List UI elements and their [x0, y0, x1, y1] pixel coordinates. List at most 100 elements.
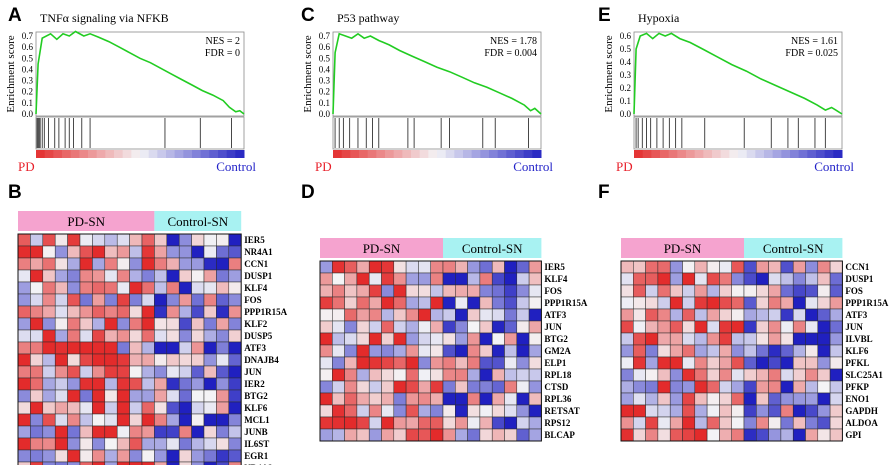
heatmap-cell — [129, 461, 143, 465]
gene-label: GM2A — [544, 346, 571, 356]
heatmap-cell — [756, 272, 769, 286]
heatmap-cell — [731, 260, 745, 274]
heatmap-cell — [768, 260, 782, 274]
gene-label: GAPDH — [845, 406, 878, 416]
heatmap-cell — [817, 380, 831, 394]
heatmap-cell — [216, 461, 230, 465]
heatmap-cell — [829, 404, 843, 418]
heatmap-cell — [645, 368, 659, 382]
heatmap-cell — [79, 281, 93, 295]
rank-bar-segment — [218, 150, 228, 158]
heatmap-cell — [516, 296, 530, 310]
heatmap-cell — [54, 413, 68, 427]
heatmap-cell — [104, 437, 118, 451]
heatmap-cell — [706, 308, 720, 322]
heatmap-cell — [467, 356, 481, 370]
heatmap-cell — [467, 380, 481, 394]
heatmap-cell — [780, 272, 794, 286]
heatmap-cell — [669, 284, 683, 298]
heatmap-cell — [504, 284, 518, 298]
heatmap-cell — [768, 272, 782, 286]
heatmap-cell — [455, 428, 468, 442]
heatmap-cell — [669, 320, 683, 334]
rank-bar-segment — [166, 150, 176, 158]
heatmap-cell — [418, 344, 431, 358]
heatmap-cell — [516, 284, 530, 298]
heatmap-cell — [669, 368, 683, 382]
heatmap-cell — [442, 320, 456, 334]
rank-bar-segment — [660, 150, 670, 158]
y-axis-label: Enrichment score — [302, 35, 314, 112]
heatmap-cell — [104, 353, 118, 367]
heatmap-cell — [669, 428, 683, 442]
heatmap-cell — [191, 449, 205, 463]
heatmap-cell — [381, 260, 395, 274]
nes-label: NES = 2 — [205, 36, 240, 47]
heatmap-cell — [17, 413, 31, 427]
gene-label: KLF2 — [244, 319, 268, 329]
heatmap-cell — [79, 389, 93, 403]
heatmap-cell — [528, 308, 542, 322]
heatmap-cell — [54, 317, 68, 331]
heatmap-cell — [682, 380, 696, 394]
heatmap-cell — [141, 245, 155, 259]
heatmap-cell — [319, 356, 333, 370]
y-tick-label: 0.3 — [620, 70, 632, 80]
heatmap-cell — [620, 272, 634, 286]
heatmap-cell — [129, 401, 143, 415]
heatmap-cell — [645, 356, 659, 370]
heatmap-cell — [141, 353, 155, 367]
heatmap-cell — [104, 365, 118, 379]
heatmap-cell — [442, 416, 456, 430]
heatmap-cell — [216, 233, 230, 247]
heatmap-cell — [620, 404, 634, 418]
heatmap-cell — [657, 356, 671, 370]
heatmap-cell — [356, 260, 370, 274]
heatmap-cell — [430, 356, 444, 370]
heatmap-cell — [528, 428, 542, 442]
gene-label: MCL1 — [244, 415, 270, 425]
gene-label: EGR1 — [244, 451, 269, 461]
gsea-title: Hypoxia — [638, 11, 680, 25]
heatmap-cell — [368, 404, 382, 418]
heatmap-cell — [67, 449, 81, 463]
heatmap-cell — [657, 392, 671, 406]
heatmap-cell — [669, 344, 683, 358]
heatmap-cell — [332, 416, 345, 430]
heatmap-cell — [356, 368, 370, 382]
heatmap-cell — [405, 344, 419, 358]
gene-label: FOS — [244, 295, 262, 305]
heatmap-cell — [116, 341, 130, 355]
heatmap-cell — [42, 401, 56, 415]
heatmap-cell — [67, 317, 81, 331]
heatmap-cell — [17, 281, 31, 295]
heatmap-cell — [756, 284, 769, 298]
heatmap-cell — [817, 272, 831, 286]
heatmap-cell — [719, 416, 732, 430]
heatmap-cell — [731, 404, 745, 418]
heatmap-cell — [54, 377, 68, 391]
heatmap-cell — [92, 389, 106, 403]
y-tick-label: 0.5 — [319, 53, 331, 63]
heatmap-cell — [756, 344, 769, 358]
heatmap-cell — [418, 332, 431, 346]
heatmap-cell — [42, 245, 56, 259]
heatmap-cell — [455, 272, 468, 286]
heatmap-cell — [743, 308, 757, 322]
rank-bar-segment — [642, 150, 652, 158]
heatmap-cell — [166, 449, 180, 463]
heatmap-cell — [104, 329, 118, 343]
heatmap-cell — [792, 356, 806, 370]
heatmap-cell — [645, 344, 659, 358]
y-tick-label: 0.4 — [22, 64, 34, 74]
heatmap-cell — [203, 401, 217, 415]
heatmap-cell — [455, 308, 468, 322]
heatmap-cell — [780, 404, 794, 418]
heatmap-cell — [216, 317, 230, 331]
heatmap-cell — [228, 317, 242, 331]
heatmap-cell — [829, 368, 843, 382]
y-tick-label: 0.6 — [319, 42, 331, 52]
heatmap-cell — [645, 296, 659, 310]
heatmap-cell — [731, 368, 745, 382]
heatmap-cell — [178, 245, 192, 259]
